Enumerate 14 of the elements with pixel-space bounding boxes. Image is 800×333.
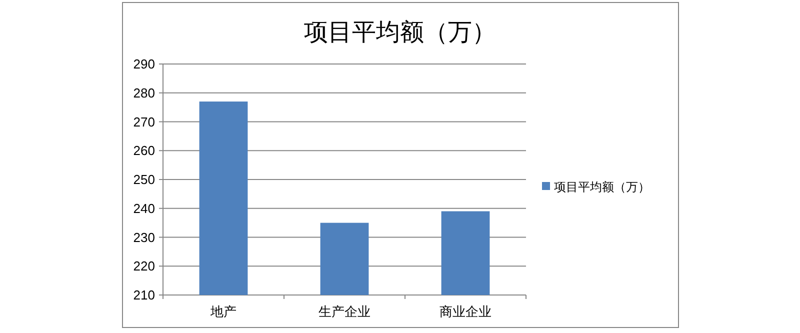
y-tick-label: 240 [133, 200, 155, 216]
y-tick-label: 260 [133, 143, 155, 158]
y-tick-label: 230 [133, 230, 155, 245]
x-tick-label: 生产企业 [318, 304, 370, 319]
legend-label: 项目平均额（万） [554, 180, 650, 194]
y-tick-label: 270 [133, 114, 155, 130]
y-tick-label: 280 [133, 85, 155, 100]
x-tick-label: 地产 [210, 304, 236, 319]
x-tick-label: 商业企业 [440, 304, 492, 319]
y-tick-label: 250 [133, 172, 155, 187]
y-tick-label: 220 [133, 258, 155, 274]
y-tick-label: 290 [133, 56, 155, 72]
chart-title: 项目平均额（万） [304, 19, 496, 46]
y-tick-label: 210 [133, 288, 155, 302]
